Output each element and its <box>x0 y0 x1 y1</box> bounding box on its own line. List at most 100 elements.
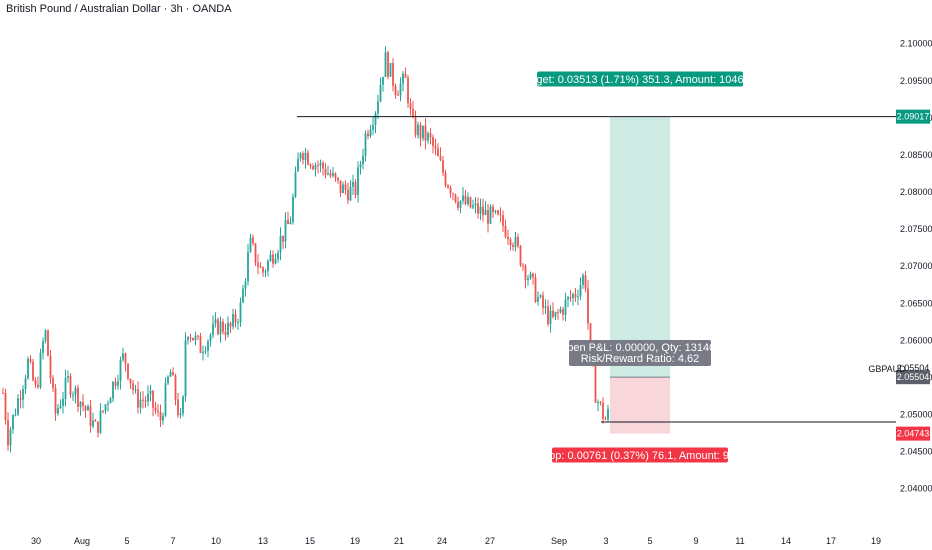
candle-body <box>17 398 19 415</box>
candle-body <box>212 323 214 335</box>
time-tick-label: 19 <box>871 536 881 546</box>
candle-body <box>554 311 557 317</box>
price-tick-label: 2.10000 <box>900 39 932 49</box>
candle-body <box>382 76 384 85</box>
candle-body <box>389 63 392 77</box>
candle-body <box>294 171 297 197</box>
price-axis[interactable]: 2.100002.095002.090002.085002.080002.075… <box>868 39 932 494</box>
candle-body <box>502 215 504 227</box>
target-price-tag-bg <box>896 109 930 124</box>
candle-body <box>67 376 69 378</box>
candle-body <box>117 381 119 386</box>
time-tick-label: 5 <box>647 536 652 546</box>
candle-body <box>577 296 579 298</box>
candle-body <box>604 418 607 420</box>
candle-body <box>347 189 349 201</box>
candle-body <box>252 237 254 244</box>
current-price-tag-bg <box>896 370 930 385</box>
candle-body <box>367 133 369 137</box>
candle-body <box>492 206 494 213</box>
time-tick-label: 3 <box>603 536 608 546</box>
candle-body <box>27 359 29 379</box>
candle-body <box>222 321 224 332</box>
time-tick-label: 14 <box>781 536 791 546</box>
candle-body <box>254 243 257 263</box>
candle-body <box>144 400 147 402</box>
candle-body <box>239 302 242 323</box>
candle-body <box>469 197 472 208</box>
candle-body <box>34 380 37 385</box>
candle-body <box>532 273 534 278</box>
candle-body <box>2 392 4 394</box>
candle-body <box>539 295 542 298</box>
candle-body <box>594 365 597 403</box>
risk-reward-text: Risk/Reward Ratio: 4.62 <box>581 353 700 365</box>
candle-body <box>574 294 577 298</box>
candle-body <box>477 203 479 214</box>
candle-body <box>139 399 142 408</box>
price-tick-label: 2.04000 <box>900 484 932 494</box>
candle-body <box>29 359 32 362</box>
candle-body <box>392 63 394 86</box>
symbol-label: GBPAUD <box>868 364 906 374</box>
candle-body <box>82 401 84 407</box>
candle-body <box>442 160 444 173</box>
candle-body <box>409 103 412 109</box>
candle-body <box>194 335 197 341</box>
candle-body <box>12 414 14 430</box>
candle-body <box>44 330 47 342</box>
candle-body <box>322 162 324 169</box>
candle-body <box>472 205 474 208</box>
candle-body <box>607 409 609 420</box>
candle-body <box>462 195 464 201</box>
candle-body <box>414 116 417 136</box>
candle-body <box>114 381 117 386</box>
candle-body <box>432 137 434 147</box>
candle-body <box>364 133 367 156</box>
candle-body <box>207 341 209 351</box>
candle-body <box>209 334 212 342</box>
candle-body <box>507 236 509 240</box>
candle-body <box>329 173 332 176</box>
candle-body <box>69 376 72 395</box>
candle-body <box>32 361 34 381</box>
candle-body <box>464 195 467 205</box>
time-tick-label: 5 <box>124 536 129 546</box>
candle-body <box>312 166 314 170</box>
candle-body <box>357 167 359 195</box>
candle-body <box>189 337 192 339</box>
time-axis[interactable]: 30 Aug 5 7 10 13 15 19 21 24 27 Sep 3 5 9 11 14 17 19 <box>31 536 881 546</box>
candle-body <box>512 245 514 247</box>
candle-body <box>39 352 42 388</box>
candle-body <box>264 271 267 273</box>
candle-body <box>37 384 39 388</box>
candle-body <box>449 187 452 194</box>
candle-body <box>247 252 249 282</box>
candle-body <box>309 164 312 167</box>
chart-title: British Pound / Australian Dollar · 3h ·… <box>6 3 232 15</box>
price-tick-label: 2.07000 <box>900 261 932 271</box>
candle-body <box>482 206 484 216</box>
candle-body <box>52 377 54 389</box>
candle-body <box>302 153 304 160</box>
candle-body <box>407 77 409 104</box>
candle-body <box>274 258 277 264</box>
candle-body <box>202 351 204 353</box>
candle-body <box>177 399 179 416</box>
open-pnl-text: Open P&L: 0.00000, Qty: 131406 <box>559 342 722 354</box>
candle-body <box>297 158 299 172</box>
candle-body <box>237 322 239 324</box>
candle-body <box>527 278 529 281</box>
candle-body <box>219 321 222 335</box>
candle-body <box>182 396 184 414</box>
candle-body <box>197 335 199 337</box>
candle-body <box>404 73 407 78</box>
candle-body <box>587 288 589 324</box>
candle-body <box>569 297 572 299</box>
target-label-text: Target: 0.03513 (1.71%) 351.3, Amount: 1… <box>521 74 759 86</box>
candle-body <box>287 219 289 224</box>
candle-body <box>249 237 252 253</box>
candle-body <box>384 52 387 77</box>
candle-body <box>424 125 427 141</box>
